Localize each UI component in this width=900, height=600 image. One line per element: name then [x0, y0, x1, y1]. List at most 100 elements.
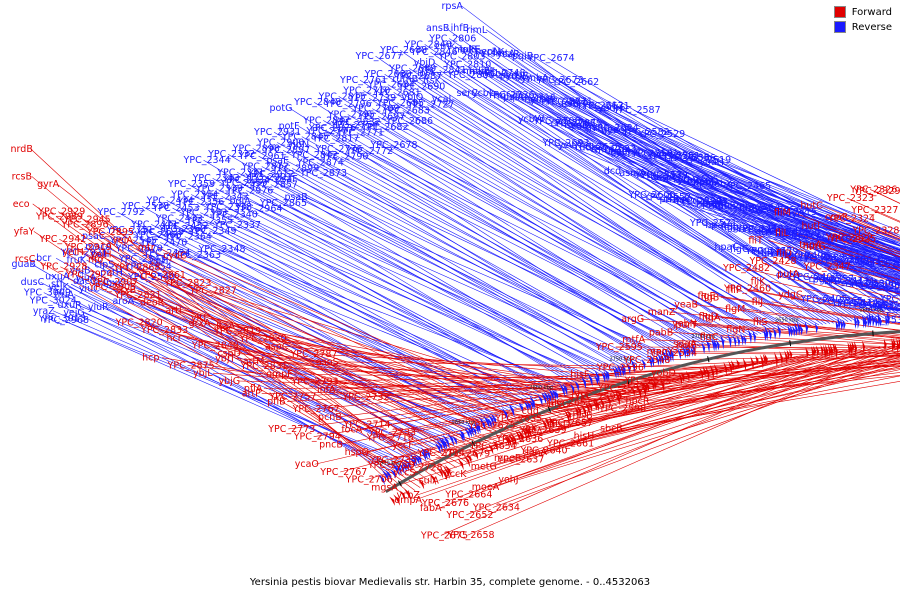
reverse-feature-arrow	[603, 370, 608, 382]
forward-feature-arrow	[784, 350, 788, 365]
forward-feature-arrow	[820, 344, 824, 356]
gene-label: yecS	[804, 253, 827, 264]
gene-label: ompF	[266, 369, 293, 380]
forward-feature-arrow	[566, 409, 571, 421]
label-connector	[340, 362, 758, 473]
gene-label: fliP	[727, 285, 742, 296]
legend-swatch-reverse	[833, 21, 846, 33]
gene-label: YPC_2324	[827, 214, 875, 225]
label-connector	[746, 227, 900, 267]
forward-feature-arrow	[574, 406, 579, 418]
gene-label: yohJ	[498, 475, 518, 486]
gene-label: YPC_2964	[234, 204, 282, 215]
reverse-feature-arrow	[794, 323, 798, 337]
label-connector	[793, 233, 900, 263]
gene-label: YPC_2531	[852, 300, 900, 311]
label-connector	[237, 353, 637, 394]
reverse-feature-arrow	[420, 447, 429, 461]
label-connector	[692, 323, 900, 341]
gene-label: dacC	[73, 276, 97, 287]
reverse-feature-arrow	[381, 469, 390, 483]
gene-label: artM	[243, 356, 265, 367]
gene-label: YPC_2332	[207, 149, 255, 160]
gene-label: putP	[788, 251, 810, 262]
forward-feature-arrow	[524, 426, 530, 439]
gene-label: YPC_2623	[588, 144, 636, 155]
gene-label: YPC_2874	[296, 158, 344, 169]
gene-label: YPC_2552	[643, 192, 691, 203]
gene-label: YPC_2357	[806, 274, 854, 285]
gene-label: YPC_2787	[289, 349, 337, 360]
gene-label: yeeX	[616, 147, 640, 158]
gene-label: YPC_2328	[851, 225, 899, 236]
reverse-feature-arrow	[435, 442, 441, 454]
reverse-feature-arrow	[713, 339, 718, 352]
reverse-feature-arrow	[732, 335, 737, 348]
forward-feature-arrow	[515, 430, 521, 443]
forward-feature-arrow	[891, 338, 895, 353]
gene-label: yiuC	[79, 284, 100, 295]
label-connector	[745, 308, 900, 331]
legend: Forward Reverse	[833, 6, 892, 36]
gene-label: YPC_2640	[520, 446, 568, 457]
forward-feature-arrow	[816, 345, 820, 357]
label-connector	[740, 226, 900, 268]
gene-label: cdd	[522, 406, 539, 417]
gene-label: vbjO	[401, 92, 423, 103]
gene-label: udk	[579, 142, 597, 153]
gene-label: YPC_2571	[864, 281, 900, 292]
label-connector	[513, 354, 900, 459]
gene-label: mtr	[138, 243, 155, 254]
gene-label: YPC_2690	[397, 82, 445, 93]
gene-label: YPC_2848	[293, 97, 341, 108]
gene-label: yraZ	[33, 306, 55, 317]
gene-label: focA	[341, 425, 362, 436]
gene-label: ycbK	[481, 47, 505, 58]
forward-feature-arrow	[526, 425, 532, 439]
reverse-feature-arrow	[740, 332, 744, 346]
reverse-feature-arrow	[416, 454, 422, 464]
label-connector	[314, 368, 729, 465]
reverse-feature-arrow	[885, 315, 888, 327]
gene-label: YPC_2681	[373, 87, 421, 98]
gene-label: YPC_2767	[292, 404, 340, 415]
gene-label: YPC_2873	[299, 168, 347, 179]
label-connector	[83, 312, 425, 454]
reverse-feature-arrow	[395, 463, 402, 476]
gene-label: deoR	[140, 298, 165, 309]
reverse-feature-arrow	[438, 436, 446, 451]
gene-label: manY	[647, 346, 674, 357]
gene-label: yfaY	[14, 226, 35, 237]
gene-label: YPC_2359	[167, 179, 215, 190]
gene-label: YPC_2556	[668, 153, 716, 164]
scale-tick-label: 2750 kbp	[609, 356, 633, 362]
gene-label: YPC_2539	[136, 227, 184, 238]
gene-label: yccS	[393, 468, 415, 479]
reverse-feature-arrow	[466, 426, 473, 438]
gene-label: YPC_2536	[662, 153, 710, 164]
gene-label: YPC_2520	[674, 196, 722, 207]
reverse-feature-arrow	[641, 358, 646, 370]
forward-feature-arrow	[631, 386, 636, 397]
gene-label: YPC_2792	[97, 207, 145, 218]
label-connector	[569, 366, 900, 425]
gene-label: YPC_2457	[744, 246, 792, 257]
label-connector	[694, 200, 900, 261]
gene-label: YPC_2823	[163, 278, 211, 289]
forward-feature-arrow	[492, 440, 498, 452]
label-connector	[783, 231, 900, 263]
gene-label: YPC_2657	[545, 418, 593, 429]
gene-label: YPC_2465	[723, 181, 771, 192]
gene-label: YPC_2924	[65, 269, 113, 280]
label-connector	[279, 202, 641, 364]
reverse-feature-arrow	[488, 414, 495, 427]
gene-label: YPC_2340	[210, 210, 258, 221]
gene-label: galF	[610, 146, 630, 157]
scale-tick-mark	[547, 406, 551, 413]
label-connector	[742, 267, 900, 304]
gene-label: YPC_2329	[852, 186, 900, 197]
gene-label: YPC_2353	[179, 208, 227, 219]
gene-label: YPC_2639	[518, 425, 566, 436]
gene-label: YPC_2697	[357, 111, 405, 122]
gene-label: asnS	[316, 357, 339, 368]
